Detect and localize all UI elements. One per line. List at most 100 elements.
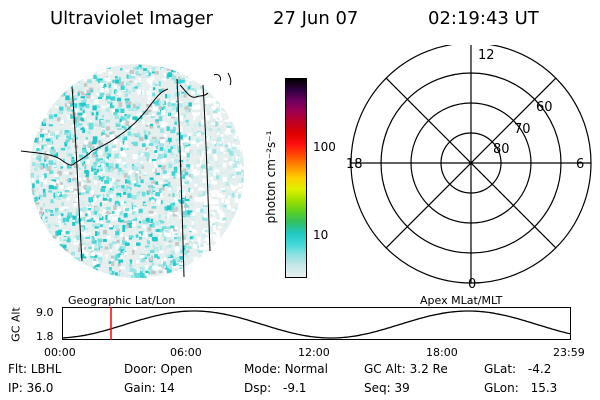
pixel-speckle — [171, 250, 175, 255]
pixel-speckle — [210, 98, 214, 101]
pixel-speckle — [226, 125, 232, 128]
pixel-speckle — [31, 90, 36, 94]
pixel-speckle — [204, 87, 209, 91]
pixel-speckle — [230, 111, 235, 116]
pixel-speckle — [177, 173, 183, 178]
pixel-speckle — [153, 87, 156, 91]
pixel-speckle — [60, 263, 65, 268]
pixel-speckle — [58, 247, 61, 253]
pixel-speckle — [108, 270, 112, 274]
pixel-speckle — [199, 195, 202, 200]
pixel-speckle — [55, 134, 59, 140]
pixel-speckle — [113, 181, 119, 185]
pixel-speckle — [195, 263, 199, 268]
pixel-speckle — [83, 265, 86, 270]
pixel-speckle — [81, 254, 87, 259]
pixel-speckle — [241, 83, 244, 87]
pixel-speckle — [147, 112, 152, 116]
pixel-speckle — [149, 159, 154, 164]
pixel-speckle — [48, 160, 54, 165]
pixel-speckle — [238, 254, 242, 258]
pixel-speckle — [107, 64, 111, 69]
pixel-speckle — [168, 211, 173, 215]
pixel-speckle — [194, 275, 199, 278]
pixel-speckle — [214, 199, 219, 205]
pixel-speckle — [136, 216, 140, 221]
pixel-speckle — [142, 219, 147, 224]
pixel-speckle — [236, 172, 241, 175]
pixel-speckle — [95, 268, 98, 273]
pixel-speckle — [149, 177, 154, 181]
pixel-speckle — [179, 214, 184, 219]
pixel-speckle — [193, 102, 199, 106]
pixel-speckle — [177, 259, 181, 262]
pixel-speckle — [75, 133, 80, 137]
pixel-speckle — [181, 207, 186, 213]
pixel-speckle — [213, 261, 218, 266]
pixel-speckle — [95, 147, 99, 152]
pixel-speckle — [39, 166, 44, 170]
pixel-speckle — [170, 203, 175, 206]
pixel-speckle — [198, 187, 204, 191]
pixel-speckle — [69, 268, 73, 273]
pixel-speckle — [99, 275, 102, 278]
pixel-speckle — [61, 158, 65, 163]
pixel-speckle — [150, 218, 153, 224]
pixel-speckle — [212, 249, 217, 254]
pixel-speckle — [38, 177, 44, 182]
pixel-speckle — [86, 69, 90, 74]
pixel-speckle — [125, 197, 130, 202]
pixel-speckle — [79, 174, 84, 178]
pixel-speckle — [123, 220, 128, 223]
pixel-speckle — [156, 242, 161, 246]
pixel-speckle — [147, 253, 150, 257]
pixel-speckle — [36, 256, 40, 262]
pixel-speckle — [187, 81, 192, 84]
pixel-speckle — [133, 180, 136, 184]
pixel-speckle — [54, 273, 59, 276]
pixel-speckle — [98, 96, 103, 99]
glon-label: GLon: 15.3 — [484, 381, 558, 395]
pixel-speckle — [186, 169, 189, 172]
pixel-speckle — [71, 177, 77, 182]
pixel-speckle — [191, 273, 196, 276]
pixel-speckle — [86, 232, 91, 235]
pixel-speckle — [31, 248, 34, 251]
pixel-speckle — [108, 224, 113, 228]
pixel-speckle — [113, 85, 117, 89]
pixel-speckle — [202, 272, 206, 275]
pixel-speckle — [158, 270, 163, 273]
pixel-speckle — [191, 215, 195, 221]
pixel-speckle — [175, 269, 179, 274]
pixel-speckle — [86, 121, 91, 125]
pixel-speckle — [171, 115, 176, 119]
pixel-speckle — [115, 216, 118, 220]
pixel-speckle — [172, 202, 176, 206]
pixel-speckle — [236, 262, 240, 267]
pixel-speckle — [42, 252, 46, 257]
pixel-speckle — [220, 65, 224, 70]
pixel-speckle — [165, 93, 168, 99]
pixel-speckle — [64, 102, 67, 107]
pixel-speckle — [109, 214, 113, 216]
pixel-speckle — [117, 83, 122, 87]
pixel-speckle — [56, 192, 61, 196]
pixel-speckle — [205, 69, 209, 74]
pixel-speckle — [35, 258, 40, 261]
pixel-speckle — [184, 181, 190, 185]
pixel-speckle — [111, 108, 115, 113]
pixel-speckle — [122, 136, 128, 141]
pixel-speckle — [237, 194, 242, 199]
pixel-speckle — [77, 268, 82, 274]
pixel-speckle — [214, 103, 219, 107]
pixel-speckle — [87, 204, 92, 207]
pixel-speckle — [158, 154, 164, 159]
pixel-speckle — [139, 254, 145, 258]
pixel-speckle — [71, 251, 75, 256]
pixel-speckle — [84, 166, 87, 170]
pixel-speckle — [109, 132, 112, 135]
pixel-speckle — [133, 182, 139, 187]
pixel-speckle — [220, 194, 225, 198]
glat-label: GLat: -4.2 — [484, 362, 552, 376]
pixel-speckle — [183, 142, 189, 145]
